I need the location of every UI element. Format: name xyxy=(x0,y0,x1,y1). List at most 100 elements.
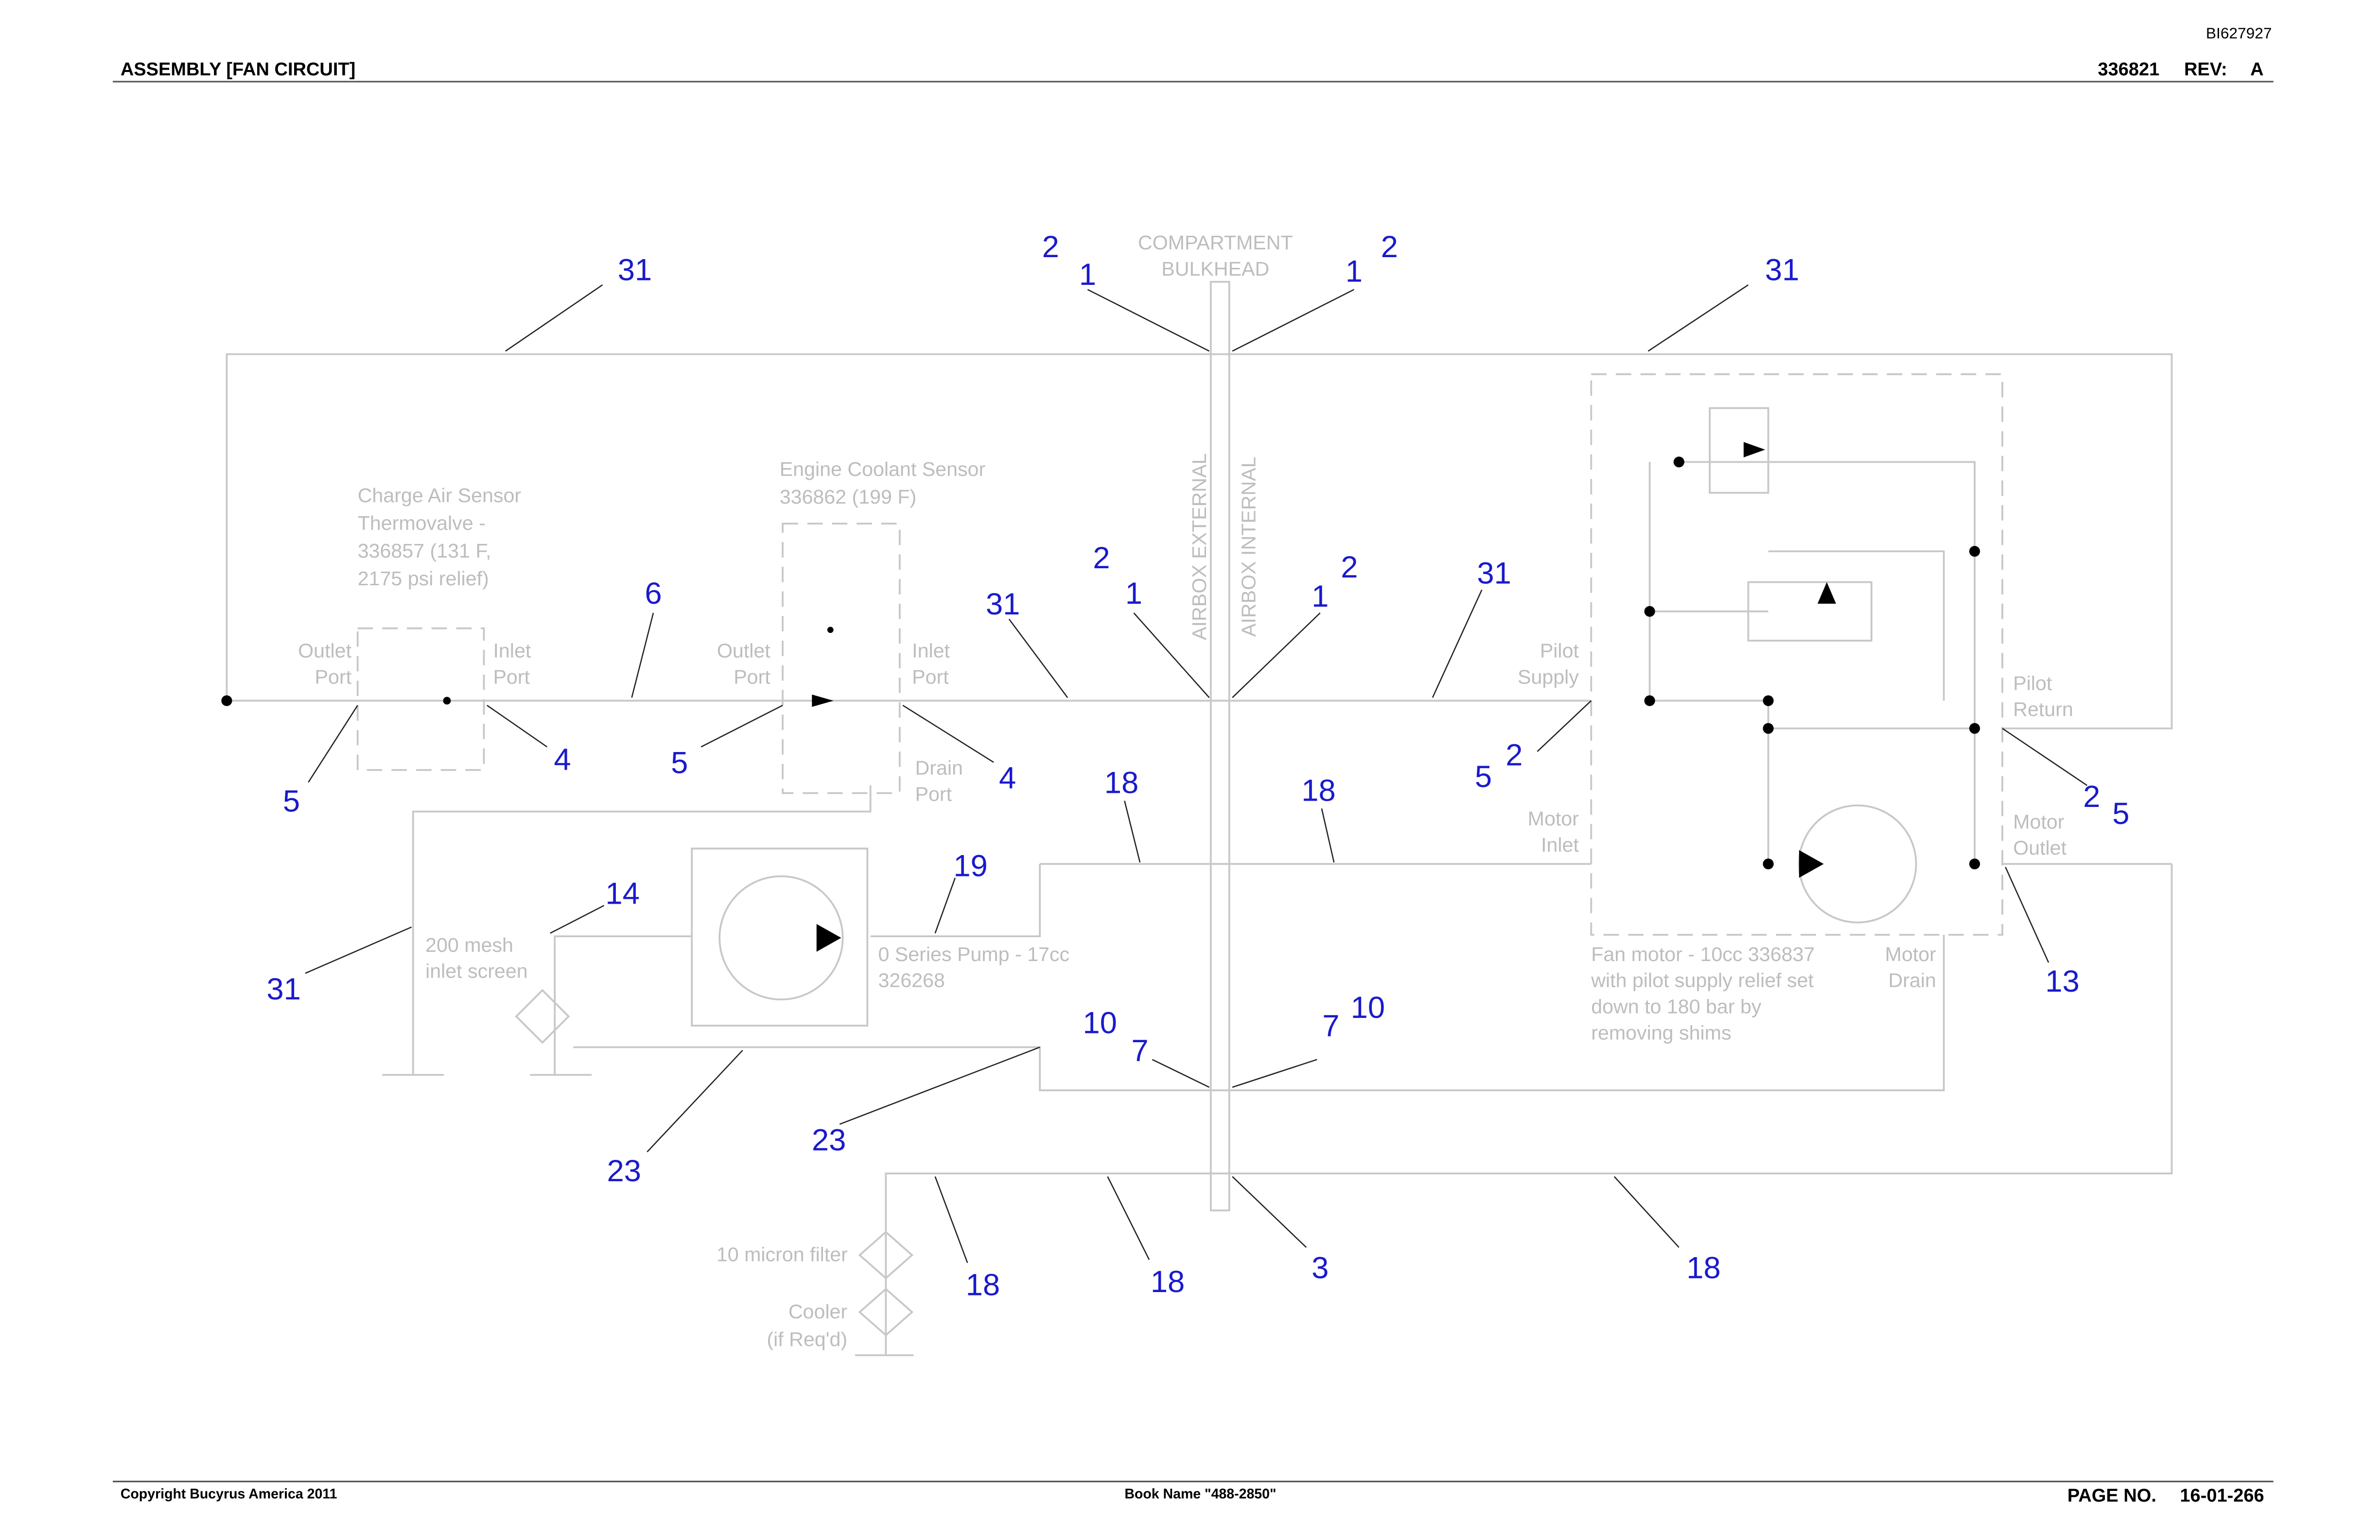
component-label: Thermovalve - xyxy=(358,512,486,534)
pilot-valve xyxy=(1747,581,1872,642)
component-label: Outlet xyxy=(298,640,351,662)
callout-number: 31 xyxy=(618,253,652,287)
junction-dots xyxy=(221,456,1980,870)
component-label: Fan motor - 10cc 336837 xyxy=(1591,943,1815,965)
bulkhead xyxy=(1209,280,1230,1211)
callout-number: 2 xyxy=(1381,230,1398,264)
copyright: Copyright Bucyrus America 2011 xyxy=(121,1486,337,1502)
callout-number: 13 xyxy=(2045,964,2079,998)
callout-number: 5 xyxy=(2112,797,2129,831)
callout-number: 2 xyxy=(1042,230,1059,264)
page-label: PAGE NO. xyxy=(2067,1486,2156,1506)
valve-arrows xyxy=(812,442,1836,707)
callout-number: 5 xyxy=(283,785,300,819)
motor-arrow xyxy=(1799,850,1824,878)
callout-number: 3 xyxy=(1312,1251,1329,1285)
book-name: Book Name "488-2850" xyxy=(1124,1486,1276,1502)
pump-arrow xyxy=(816,924,841,952)
callout-number: 7 xyxy=(1322,1009,1339,1043)
callout-number: 2 xyxy=(1341,550,1358,584)
callout-number: 6 xyxy=(645,577,662,611)
component-label: Return xyxy=(2013,698,2073,720)
callout-number: 5 xyxy=(1475,760,1492,794)
component-label: with pilot supply relief set xyxy=(1591,969,1814,992)
callout-number: 31 xyxy=(1477,557,1511,591)
component-label: Motor xyxy=(2013,810,2065,833)
component-label: Outlet xyxy=(717,640,770,662)
component-label: 2175 psi relief) xyxy=(358,567,489,590)
callout-number: 5 xyxy=(671,746,688,780)
callout-number: 2 xyxy=(1093,541,1110,575)
callout-number: 23 xyxy=(607,1154,641,1188)
part-number: 336821 xyxy=(2098,59,2159,80)
component-label: Motor xyxy=(1528,807,1579,830)
component-label: Cooler xyxy=(788,1300,848,1323)
callout-number: 1 xyxy=(1125,577,1142,611)
component-label: Drain xyxy=(1889,969,1936,992)
callout-number: 2 xyxy=(2083,780,2100,814)
component-label: 336857 (131 F, xyxy=(358,540,491,562)
component-label: Port xyxy=(493,666,530,688)
pipes xyxy=(226,353,2173,1356)
doc-id: BI627927 xyxy=(2206,24,2272,42)
rev: A xyxy=(2250,59,2263,80)
pump xyxy=(718,875,844,1000)
thermovalve-box xyxy=(356,627,485,771)
callout-number: 18 xyxy=(1151,1265,1185,1299)
callout-number: 10 xyxy=(1083,1006,1117,1040)
component-label: Port xyxy=(315,666,352,688)
callout-number: 18 xyxy=(1686,1251,1720,1285)
component-label: Pilot xyxy=(1540,640,1579,662)
component-label: Supply xyxy=(1518,666,1579,688)
callout-number: 4 xyxy=(999,761,1016,795)
callout-number: 31 xyxy=(1765,253,1799,287)
callout-number: 4 xyxy=(554,743,571,777)
component-label: Pilot xyxy=(2013,672,2052,694)
relief-valve xyxy=(1709,407,1769,494)
rev-label: REV: xyxy=(2184,59,2227,80)
component-label: down to 180 bar by xyxy=(1591,996,1762,1018)
component-label: AIRBOX INTERNAL xyxy=(1238,456,1260,637)
callout-number: 31 xyxy=(986,587,1020,621)
component-label: Port xyxy=(915,783,952,805)
component-label: Inlet xyxy=(493,640,531,662)
callout-number: 1 xyxy=(1079,258,1096,292)
component-label: Port xyxy=(912,666,949,688)
callout-number: 2 xyxy=(1505,738,1522,772)
callout-number: 23 xyxy=(812,1123,846,1157)
component-label: 326268 xyxy=(878,969,945,992)
title: ASSEMBLY [FAN CIRCUIT] xyxy=(121,59,355,80)
component-label: Drain xyxy=(915,757,963,779)
component-label: Engine Coolant Sensor xyxy=(780,458,986,480)
component-label: Inlet xyxy=(912,640,950,662)
component-label: BULKHEAD xyxy=(1161,258,1269,280)
component-label: 0 Series Pump - 17cc xyxy=(878,943,1069,965)
page-number: 16-01-266 xyxy=(2180,1486,2264,1506)
coolant-sensor-box xyxy=(782,523,901,794)
component-label: removing shims xyxy=(1591,1021,1731,1044)
callout-number: 1 xyxy=(1312,579,1329,613)
callout-number: 18 xyxy=(966,1268,1000,1302)
component-label: Outlet xyxy=(2013,837,2066,859)
motor-box xyxy=(1590,373,2004,936)
callout-number: 19 xyxy=(953,849,987,883)
pump-box xyxy=(691,847,869,1027)
component-label: AIRBOX EXTERNAL xyxy=(1188,453,1210,640)
callout-number: 31 xyxy=(266,972,300,1006)
leader-lines xyxy=(305,284,2088,1263)
component-label: Inlet xyxy=(1541,834,1579,856)
component-label: inlet screen xyxy=(425,960,528,982)
callout-number: 18 xyxy=(1301,773,1335,807)
callout-number: 7 xyxy=(1131,1034,1148,1068)
component-label: Port xyxy=(734,666,770,688)
filters xyxy=(515,989,914,1337)
component-label: Motor xyxy=(1885,943,1937,965)
component-label: 200 mesh xyxy=(425,934,513,956)
component-label: 336862 (199 F) xyxy=(780,486,917,508)
callout-number: 10 xyxy=(1351,991,1385,1025)
component-label: (if Req'd) xyxy=(767,1328,847,1350)
callout-number: 1 xyxy=(1346,255,1363,289)
